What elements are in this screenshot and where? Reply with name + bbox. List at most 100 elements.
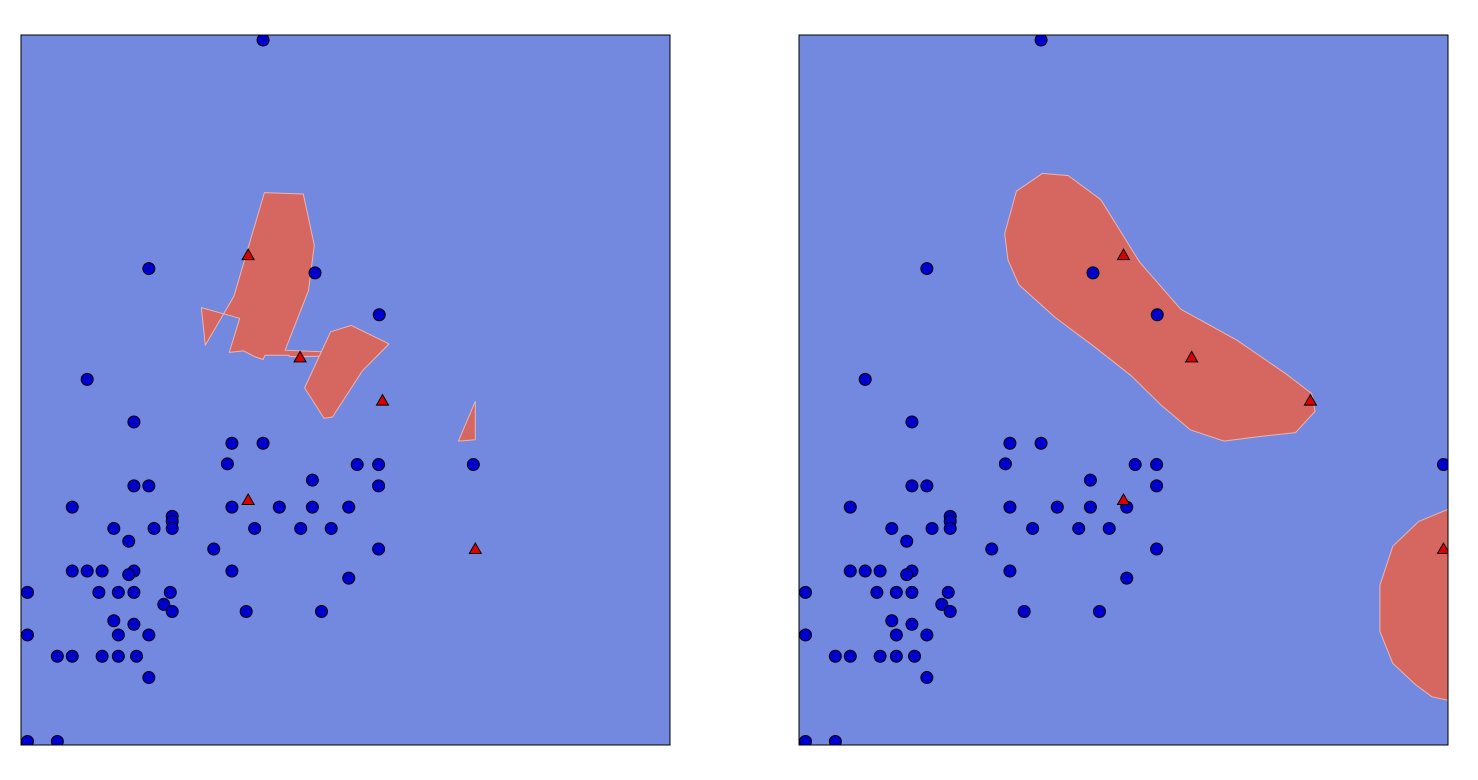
class0-point xyxy=(828,734,842,745)
class0-point xyxy=(889,649,903,663)
class0-point xyxy=(943,521,957,535)
class0-point xyxy=(107,521,121,535)
class0-point xyxy=(122,568,136,582)
class0-point xyxy=(900,568,914,582)
class0-point xyxy=(889,628,903,642)
class0-point xyxy=(1436,458,1448,472)
class0-point xyxy=(1072,521,1086,535)
class0-point xyxy=(256,436,270,450)
class0-point xyxy=(941,585,955,599)
class0-point xyxy=(985,542,999,556)
class0-point xyxy=(50,734,64,745)
class0-point xyxy=(900,534,914,548)
class0-point xyxy=(1092,605,1106,619)
class0-point xyxy=(908,649,922,663)
class1-point xyxy=(241,493,256,506)
class0-point xyxy=(127,415,141,429)
decision-region-b xyxy=(304,324,390,419)
class0-point xyxy=(925,521,939,535)
class0-point xyxy=(799,734,812,745)
class0-point xyxy=(920,262,934,276)
class0-point xyxy=(225,436,239,450)
class0-point xyxy=(1003,564,1017,578)
class0-point xyxy=(905,617,919,631)
class0-point xyxy=(998,457,1012,471)
class1-point xyxy=(1436,542,1448,555)
class0-point xyxy=(828,649,842,663)
class0-point xyxy=(308,266,322,280)
class1-point xyxy=(241,248,256,261)
class0-point xyxy=(873,649,887,663)
class0-point xyxy=(843,500,857,514)
class0-point xyxy=(1034,436,1048,450)
class0-point xyxy=(843,564,857,578)
class0-point xyxy=(372,458,386,472)
class0-point xyxy=(858,564,872,578)
class0-point xyxy=(943,605,957,619)
class0-point xyxy=(1026,521,1040,535)
class0-point xyxy=(225,564,239,578)
class0-point xyxy=(873,564,887,578)
class0-point xyxy=(107,614,121,628)
class0-point xyxy=(342,571,356,585)
class0-point xyxy=(1120,571,1134,585)
class0-point xyxy=(21,585,34,599)
class1-point xyxy=(1303,393,1318,406)
class0-point xyxy=(372,308,386,322)
decision-region-a xyxy=(1004,172,1316,442)
class0-point xyxy=(935,597,949,611)
class0-point xyxy=(248,521,262,535)
class0-point xyxy=(220,457,234,471)
class0-point xyxy=(870,585,884,599)
plot-frame xyxy=(20,34,671,746)
class0-point xyxy=(65,564,79,578)
class1-point xyxy=(468,542,483,555)
class0-point xyxy=(372,542,386,556)
plot-frame xyxy=(798,34,1449,746)
class0-point xyxy=(1150,308,1164,322)
class0-point xyxy=(225,500,239,514)
class1-point xyxy=(1184,350,1199,363)
class1-point xyxy=(293,350,307,363)
class0-point xyxy=(1050,500,1064,514)
class0-point xyxy=(1083,473,1097,487)
class1-point xyxy=(1116,493,1131,506)
class1-point xyxy=(375,393,390,406)
class0-point xyxy=(147,521,161,535)
class0-point xyxy=(142,479,156,493)
class0-point xyxy=(256,35,270,47)
class0-point xyxy=(858,372,872,386)
scatter-panel-left xyxy=(20,34,671,746)
class0-point xyxy=(1003,500,1017,514)
class0-point xyxy=(905,585,919,599)
scatter-panel-right xyxy=(798,34,1449,746)
class0-point xyxy=(111,585,125,599)
class0-point xyxy=(165,521,179,535)
class0-point xyxy=(350,458,364,472)
class0-point xyxy=(272,500,286,514)
class0-point xyxy=(885,614,899,628)
class0-point xyxy=(95,649,109,663)
decision-region-c xyxy=(457,400,476,442)
class0-point xyxy=(305,473,319,487)
class0-point xyxy=(920,479,934,493)
class0-point xyxy=(163,585,177,599)
class0-point xyxy=(905,479,919,493)
class0-point xyxy=(111,649,125,663)
class0-point xyxy=(920,671,934,685)
class0-point xyxy=(799,585,812,599)
class0-point xyxy=(127,585,141,599)
class0-point xyxy=(1003,436,1017,450)
class0-point xyxy=(324,521,338,535)
class0-point xyxy=(1034,35,1048,47)
class0-point xyxy=(1083,500,1097,514)
class0-point xyxy=(342,500,356,514)
class0-point xyxy=(92,585,106,599)
class0-point xyxy=(142,671,156,685)
class0-point xyxy=(1086,266,1100,280)
class0-point xyxy=(80,372,94,386)
class0-point xyxy=(127,479,141,493)
plot-area xyxy=(21,35,483,745)
class1-point xyxy=(1116,248,1131,261)
